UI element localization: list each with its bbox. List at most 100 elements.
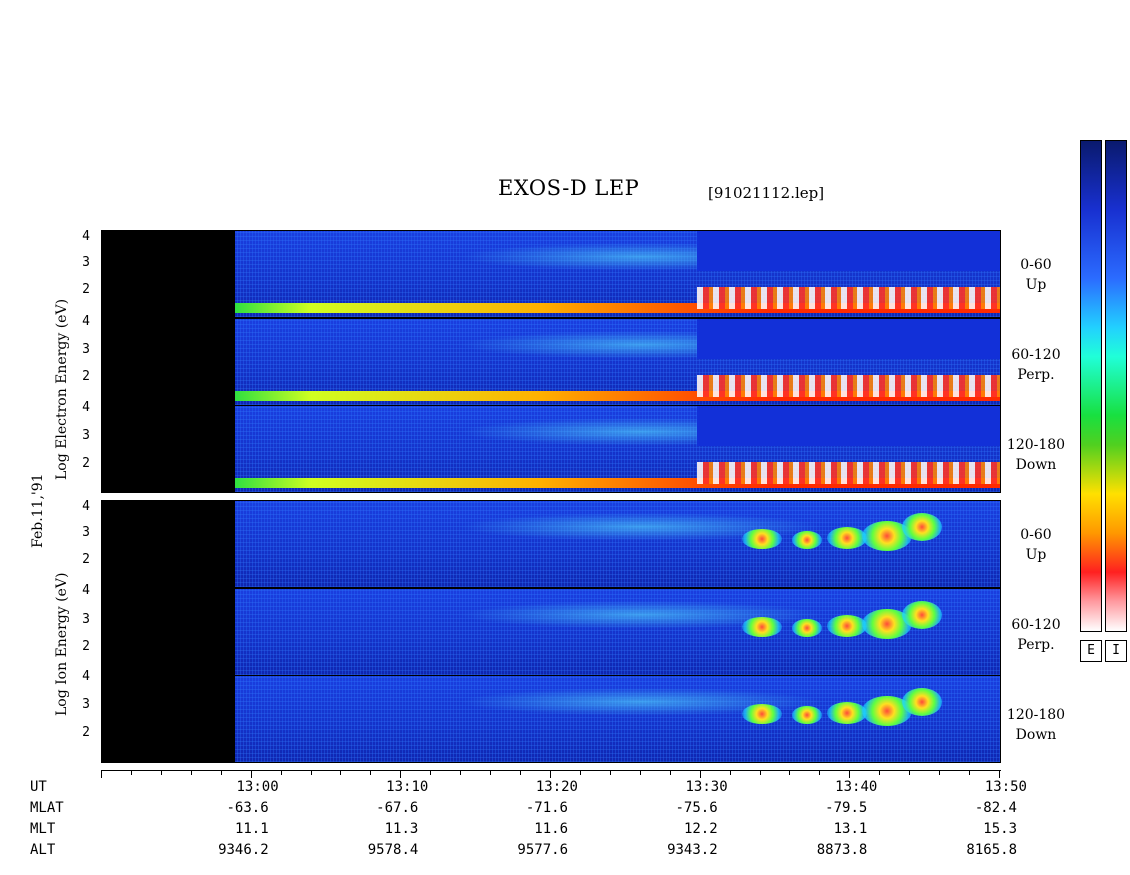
- x-major-tick: [250, 770, 252, 778]
- ephemeris-row-label: MLT: [30, 821, 56, 837]
- region-shade: [697, 406, 1000, 446]
- x-minor-tick: [939, 770, 941, 775]
- electron-low-energy-band: [235, 391, 1000, 401]
- ion-pitch-perp: 60-120 Perp.: [1006, 615, 1066, 655]
- ephemeris-row-label: UT: [30, 779, 47, 795]
- ion-feature: [827, 527, 867, 549]
- ion-feature: [792, 619, 822, 637]
- ion-feature: [902, 601, 942, 629]
- x-minor-tick: [220, 770, 222, 775]
- x-minor-tick: [430, 770, 432, 775]
- ion-colorbar: [1105, 140, 1127, 632]
- y-tick-label: 3: [82, 428, 90, 443]
- ephemeris-value: -75.6: [675, 800, 718, 816]
- region-shade: [697, 231, 1000, 271]
- electron-panel-up: [101, 230, 1001, 318]
- x-minor-tick: [609, 770, 611, 775]
- ion-pitch-up: 0-60 Up: [1006, 525, 1066, 565]
- ion-ylabel: Log Ion Energy (eV): [54, 572, 70, 716]
- ephemeris-value: -82.4: [974, 800, 1017, 816]
- ephemeris-row-label: ALT: [30, 842, 56, 858]
- electron-panel-down: [101, 405, 1001, 493]
- y-tick-label: 2: [82, 639, 90, 654]
- x-minor-tick: [490, 770, 492, 775]
- x-tick-label: 13:10: [386, 779, 429, 795]
- ion-feature: [792, 531, 822, 549]
- x-minor-tick: [160, 770, 162, 775]
- ephemeris-value: 11.3: [384, 821, 419, 837]
- x-axis: [101, 770, 1001, 771]
- pitch-direction: Up: [1025, 277, 1047, 293]
- x-minor-tick: [639, 770, 641, 775]
- chart-title: EXOS-D LEP: [498, 176, 640, 200]
- electron-colorbar-label: E: [1080, 640, 1102, 662]
- x-minor-tick: [909, 770, 911, 775]
- y-tick-label: 2: [82, 725, 90, 740]
- pitch-direction: Perp.: [1017, 637, 1055, 653]
- x-major-tick: [400, 770, 402, 778]
- y-tick-label: 4: [82, 499, 90, 514]
- ion-feature: [902, 688, 942, 716]
- ion-feature: [902, 513, 942, 541]
- ephemeris-value: 8873.8: [816, 842, 868, 858]
- no-data-region: [102, 501, 235, 587]
- no-data-region: [102, 231, 235, 317]
- ephemeris-value: 9346.2: [218, 842, 269, 858]
- ion-panel-up: [101, 500, 1001, 588]
- ephemeris-value: 13.1: [833, 821, 868, 837]
- x-major-tick: [101, 770, 102, 778]
- no-data-region: [102, 589, 235, 675]
- y-tick-label: 2: [82, 282, 90, 297]
- x-tick-label: 13:30: [685, 779, 728, 795]
- ephemeris-value: -79.5: [825, 800, 868, 816]
- ion-feature: [742, 617, 782, 637]
- y-tick-label: 2: [82, 552, 90, 567]
- ion-feature: [742, 704, 782, 724]
- ion-feature: [827, 615, 867, 637]
- ephemeris-value: 11.1: [234, 821, 269, 837]
- pitch-direction: Perp.: [1017, 367, 1055, 383]
- ion-pitch-down: 120-180 Down: [1006, 705, 1066, 745]
- x-minor-tick: [310, 770, 312, 775]
- ion-colorbar-label: I: [1105, 640, 1127, 662]
- x-minor-tick: [460, 770, 462, 775]
- electron-low-energy-band: [235, 303, 1000, 313]
- electron-pitch-up: 0-60 Up: [1006, 255, 1066, 295]
- electron-colorbar: [1080, 140, 1102, 632]
- y-tick-label: 3: [82, 255, 90, 270]
- x-major-tick: [699, 770, 701, 778]
- no-data-region: [102, 676, 235, 762]
- x-minor-tick: [340, 770, 342, 775]
- x-minor-tick: [520, 770, 522, 775]
- x-tick-label: 13:40: [835, 779, 878, 795]
- electron-precipitation-band: [697, 462, 1000, 484]
- electron-pitch-down: 120-180 Down: [1006, 435, 1066, 475]
- ephemeris-value: 12.2: [683, 821, 718, 837]
- date-label: Feb.11,'91: [30, 473, 46, 548]
- y-tick-label: 3: [82, 697, 90, 712]
- x-tick-label: 13:20: [535, 779, 578, 795]
- electron-precipitation-band: [697, 375, 1000, 397]
- y-tick-label: 2: [82, 456, 90, 471]
- ephemeris-value: 8165.8: [966, 842, 1017, 858]
- ephemeris-value: 11.6: [534, 821, 568, 837]
- ephemeris-value: 9578.4: [367, 842, 419, 858]
- pitch-range: 60-120: [1011, 347, 1061, 363]
- pitch-range: 60-120: [1011, 617, 1061, 633]
- no-data-region: [102, 319, 235, 405]
- x-major-tick: [849, 770, 851, 778]
- x-minor-tick: [969, 770, 971, 775]
- ephemeris-value: -71.6: [525, 800, 568, 816]
- ion-feature: [792, 706, 822, 724]
- x-major-tick: [999, 770, 1000, 778]
- ion-panel-down: [101, 675, 1001, 763]
- no-data-region: [102, 406, 235, 492]
- ephemeris-value: 9577.6: [517, 842, 568, 858]
- ephemeris-value: -67.6: [376, 800, 419, 816]
- x-minor-tick: [130, 770, 132, 775]
- x-minor-tick: [669, 770, 671, 775]
- y-tick-label: 3: [82, 525, 90, 540]
- y-tick-label: 4: [82, 583, 90, 598]
- electron-ylabel: Log Electron Energy (eV): [54, 298, 70, 480]
- y-tick-label: 4: [82, 669, 90, 684]
